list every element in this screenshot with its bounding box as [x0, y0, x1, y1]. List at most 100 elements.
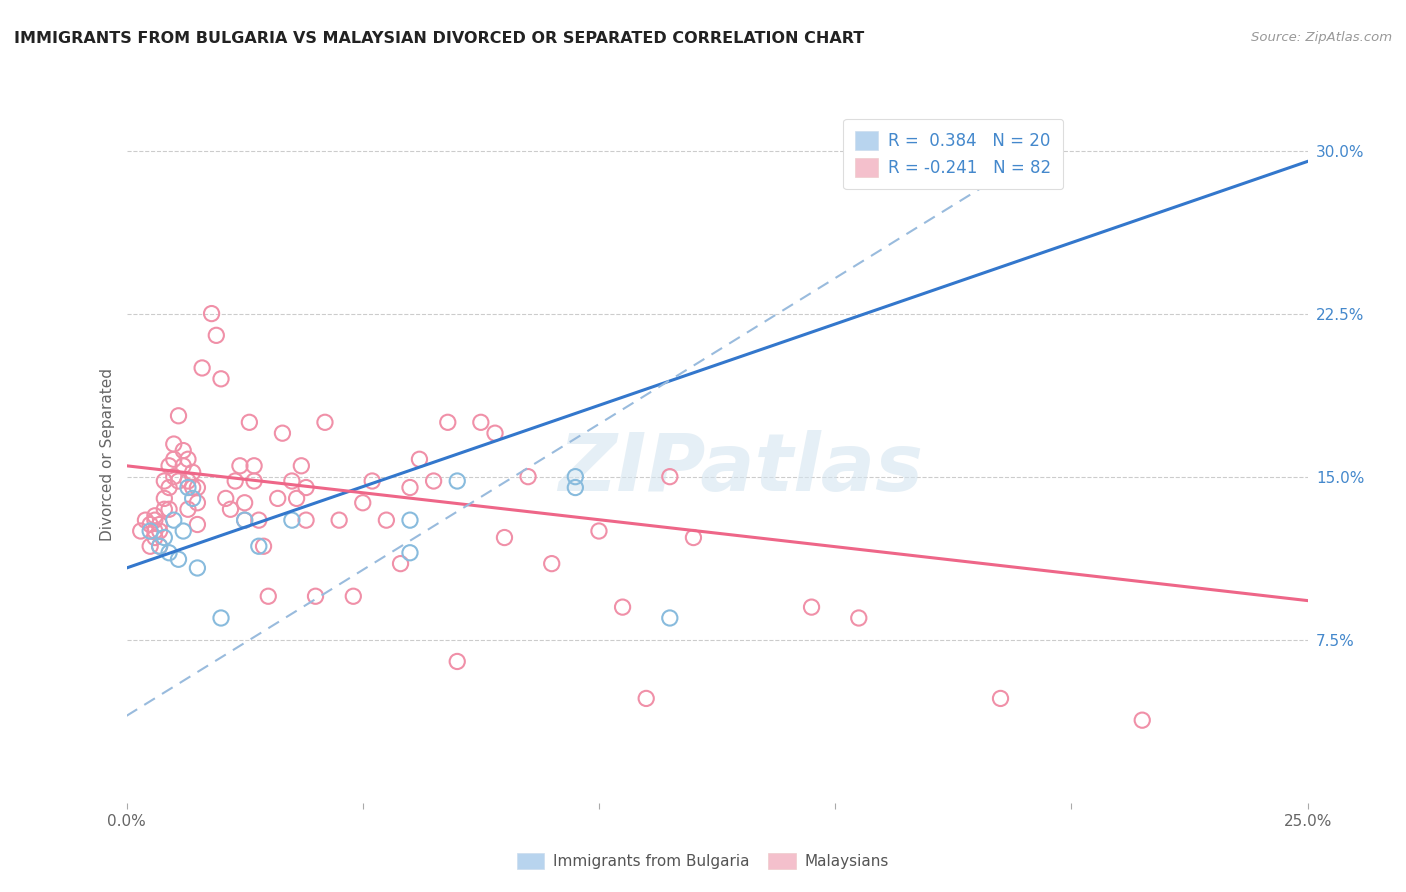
- Point: [233, 496, 256, 510]
- Point: [186, 496, 208, 510]
- Point: [172, 524, 194, 538]
- Point: [540, 557, 562, 571]
- Point: [149, 517, 172, 532]
- Point: [422, 474, 444, 488]
- Point: [658, 611, 681, 625]
- Point: [257, 589, 280, 603]
- Point: [399, 513, 422, 527]
- Point: [399, 546, 422, 560]
- Point: [153, 502, 176, 516]
- Point: [636, 691, 658, 706]
- Point: [290, 458, 312, 473]
- Point: [153, 491, 176, 506]
- Point: [167, 474, 190, 488]
- Point: [361, 474, 384, 488]
- Point: [186, 517, 208, 532]
- Point: [181, 481, 204, 495]
- Point: [243, 458, 266, 473]
- Point: [200, 307, 222, 321]
- Point: [149, 524, 172, 538]
- Point: [233, 513, 256, 527]
- Point: [295, 513, 318, 527]
- Point: [238, 415, 260, 429]
- Point: [139, 517, 162, 532]
- Point: [446, 655, 468, 669]
- Point: [484, 426, 506, 441]
- Point: [682, 531, 704, 545]
- Point: [233, 513, 256, 527]
- Point: [134, 513, 156, 527]
- Point: [157, 458, 180, 473]
- Point: [181, 491, 204, 506]
- Point: [139, 524, 162, 538]
- Point: [375, 513, 398, 527]
- Point: [470, 415, 492, 429]
- Point: [163, 469, 186, 483]
- Point: [285, 491, 308, 506]
- Point: [399, 481, 422, 495]
- Point: [129, 524, 152, 538]
- Point: [1130, 713, 1153, 727]
- Point: [494, 531, 516, 545]
- Point: [186, 561, 208, 575]
- Point: [143, 508, 166, 523]
- Point: [564, 481, 586, 495]
- Point: [209, 372, 232, 386]
- Point: [143, 524, 166, 538]
- Point: [177, 452, 200, 467]
- Point: [177, 474, 200, 488]
- Point: [209, 611, 232, 625]
- Point: [215, 491, 238, 506]
- Point: [588, 524, 610, 538]
- Point: [352, 496, 374, 510]
- Point: [304, 589, 326, 603]
- Point: [177, 502, 200, 516]
- Point: [800, 600, 823, 615]
- Legend: R =  0.384   N = 20, R = -0.241   N = 82: R = 0.384 N = 20, R = -0.241 N = 82: [844, 119, 1063, 189]
- Point: [167, 409, 190, 423]
- Point: [564, 469, 586, 483]
- Point: [252, 539, 274, 553]
- Point: [172, 443, 194, 458]
- Point: [389, 557, 412, 571]
- Y-axis label: Divorced or Separated: Divorced or Separated: [100, 368, 115, 541]
- Point: [281, 474, 304, 488]
- Point: [243, 474, 266, 488]
- Point: [247, 513, 270, 527]
- Point: [181, 466, 204, 480]
- Point: [167, 552, 190, 566]
- Point: [446, 474, 468, 488]
- Point: [267, 491, 290, 506]
- Point: [149, 539, 172, 553]
- Point: [163, 437, 186, 451]
- Point: [517, 469, 540, 483]
- Point: [224, 474, 246, 488]
- Point: [143, 513, 166, 527]
- Point: [281, 513, 304, 527]
- Point: [219, 502, 242, 516]
- Text: ZIPatlas: ZIPatlas: [558, 430, 924, 508]
- Point: [328, 513, 350, 527]
- Text: Source: ZipAtlas.com: Source: ZipAtlas.com: [1251, 31, 1392, 45]
- Point: [612, 600, 634, 615]
- Point: [149, 539, 172, 553]
- Point: [295, 481, 318, 495]
- Point: [172, 458, 194, 473]
- Point: [157, 546, 180, 560]
- Text: IMMIGRANTS FROM BULGARIA VS MALAYSIAN DIVORCED OR SEPARATED CORRELATION CHART: IMMIGRANTS FROM BULGARIA VS MALAYSIAN DI…: [14, 31, 865, 46]
- Point: [658, 469, 681, 483]
- Point: [205, 328, 228, 343]
- Point: [143, 531, 166, 545]
- Point: [271, 426, 294, 441]
- Point: [157, 502, 180, 516]
- Point: [191, 360, 214, 375]
- Point: [153, 531, 176, 545]
- Point: [229, 458, 252, 473]
- Point: [436, 415, 458, 429]
- Point: [247, 539, 270, 553]
- Legend: Immigrants from Bulgaria, Malaysians: Immigrants from Bulgaria, Malaysians: [510, 847, 896, 875]
- Point: [314, 415, 336, 429]
- Point: [848, 611, 870, 625]
- Point: [342, 589, 364, 603]
- Point: [163, 513, 186, 527]
